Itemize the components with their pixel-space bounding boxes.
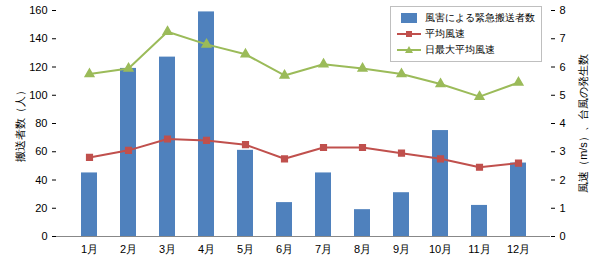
svg-text:10月: 10月: [429, 243, 452, 255]
svg-text:8月: 8月: [354, 243, 371, 255]
svg-text:0: 0: [41, 230, 47, 242]
svg-text:4: 4: [560, 117, 566, 129]
svg-text:120: 120: [29, 61, 47, 73]
svg-text:搬送者数（人）: 搬送者数（人）: [14, 85, 26, 162]
svg-text:0: 0: [560, 230, 566, 242]
svg-text:1月: 1月: [81, 243, 98, 255]
svg-text:3: 3: [560, 145, 566, 157]
svg-text:2: 2: [560, 174, 566, 186]
html-text:平均風速: 平均風速: [425, 28, 465, 39]
svg-text:80: 80: [35, 117, 47, 129]
svg-text:40: 40: [35, 174, 47, 186]
svg-text:2月: 2月: [120, 243, 137, 255]
svg-text:4月: 4月: [198, 243, 215, 255]
svg-text:160: 160: [29, 4, 47, 16]
svg-text:風速（m/s）、台風の発生数: 風速（m/s）、台風の発生数: [577, 54, 589, 193]
svg-text:8: 8: [560, 4, 566, 16]
svg-text:11月: 11月: [468, 243, 490, 255]
svg-text:7月: 7月: [315, 243, 332, 255]
svg-text:5月: 5月: [237, 243, 254, 255]
svg-text:140: 140: [29, 32, 47, 44]
svg-text:3月: 3月: [159, 243, 176, 255]
svg-text:60: 60: [35, 145, 47, 157]
html-text:風害による緊急搬送者数: 風害による緊急搬送者数: [425, 12, 535, 23]
html-text:日最大平均風速: 日最大平均風速: [425, 44, 495, 55]
svg-text:20: 20: [35, 202, 47, 214]
svg-text:6月: 6月: [276, 243, 293, 255]
svg-text:5: 5: [560, 89, 566, 101]
svg-text:12月: 12月: [507, 243, 530, 255]
svg-text:9月: 9月: [393, 243, 410, 255]
svg-text:100: 100: [29, 89, 47, 101]
svg-text:7: 7: [560, 32, 566, 44]
svg-text:6: 6: [560, 61, 566, 73]
svg-text:1: 1: [560, 202, 566, 214]
